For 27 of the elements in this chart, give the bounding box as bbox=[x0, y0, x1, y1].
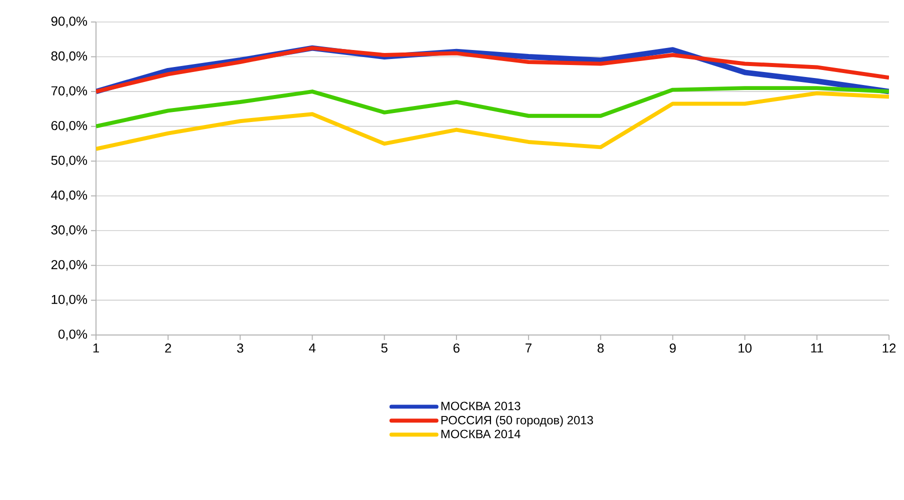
x-tick-label: 11 bbox=[811, 344, 824, 352]
y-tick-label: 50,0% bbox=[51, 156, 88, 166]
line-series bbox=[96, 91, 890, 151]
y-tick-label: 70,0% bbox=[51, 86, 88, 97]
y-tick-label: 60,0% bbox=[51, 120, 88, 132]
x-tick-label: 8 bbox=[598, 344, 604, 353]
legend-label: МОСКВА 2013 bbox=[441, 402, 520, 410]
x-tick-label: 1 bbox=[93, 344, 99, 352]
y-tick-label: 90,0% bbox=[51, 16, 88, 28]
legend-label: РОССИЯ (50 городов) 2013 bbox=[441, 416, 593, 427]
y-tick-label: 0,0% bbox=[58, 330, 88, 340]
x-tick-label: 9 bbox=[670, 344, 676, 353]
y-tick-label: 30,0% bbox=[51, 225, 88, 236]
x-tick-label: 4 bbox=[308, 344, 316, 352]
y-tick-label: 20,0% bbox=[51, 260, 88, 271]
x-tick-label: 2 bbox=[165, 344, 172, 353]
y-tick-label: 40,0% bbox=[51, 190, 88, 202]
x-tick-label: 10 bbox=[738, 344, 752, 353]
x-tick-label: 12 bbox=[882, 344, 896, 353]
x-tick-label: 7 bbox=[526, 344, 532, 352]
x-tick-label: 3 bbox=[237, 344, 244, 353]
legend-label: МОСКВА 2014 bbox=[441, 430, 520, 438]
line-series bbox=[96, 86, 890, 128]
y-tick-label: 10,0% bbox=[52, 294, 88, 306]
y-tick-label: 80,0% bbox=[51, 51, 88, 62]
x-tick-label: 6 bbox=[454, 344, 460, 353]
x-tick-label: 5 bbox=[381, 344, 388, 353]
